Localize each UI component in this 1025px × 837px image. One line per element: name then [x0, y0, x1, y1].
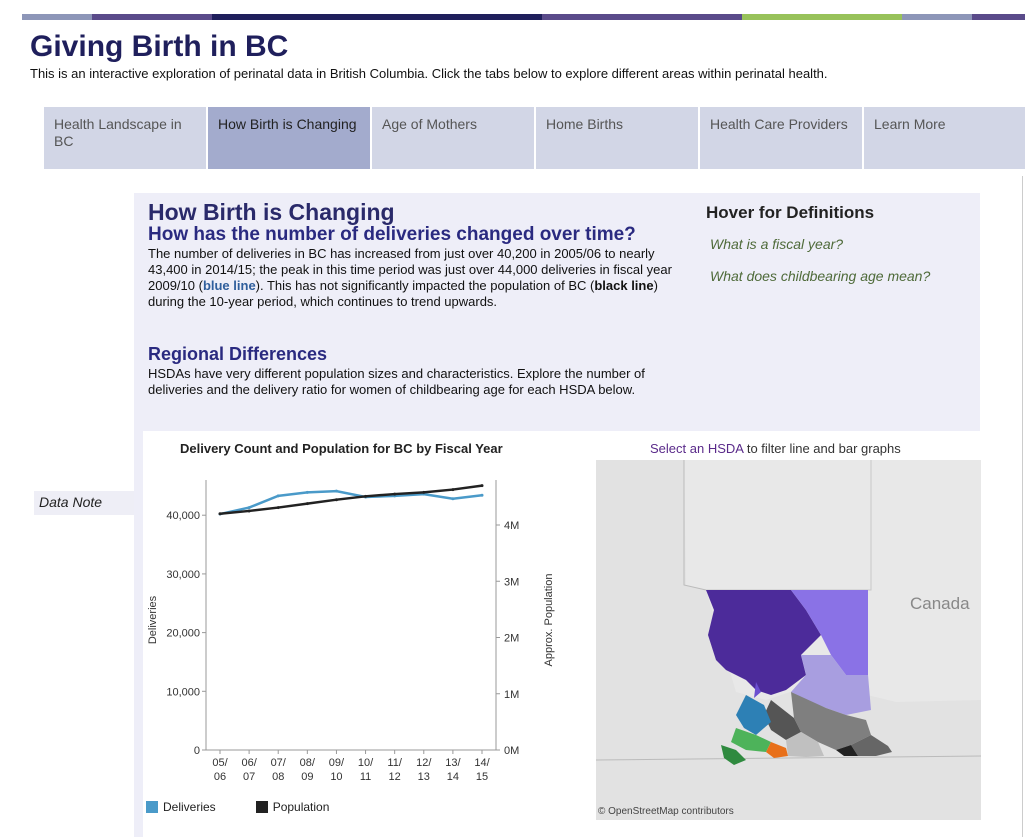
line-chart[interactable]: 0 10,000 20,000 30,000 40,000 0M 1M 2M 3M 4M 05/06… [143, 470, 583, 795]
x-tick-label-year: 15 [476, 771, 488, 783]
tab-how-birth-is-changing[interactable]: How Birth is Changing [208, 107, 370, 169]
hsda-kootenay[interactable] [851, 735, 892, 756]
y-tick-label: 40,000 [166, 510, 200, 522]
tab-health-care-providers[interactable]: Health Care Providers [700, 107, 862, 169]
x-tick-label-year: 14 [447, 771, 459, 783]
hsda-map[interactable]: Canada [596, 460, 981, 820]
hsda-north-shore[interactable] [764, 700, 801, 740]
x-tick-label: 08/ [300, 757, 316, 769]
x-tick-label: 05/ [212, 757, 228, 769]
x-tick-label: 06/ [241, 757, 257, 769]
data-note-button[interactable]: Data Note [34, 491, 134, 515]
y2-axis-title: Approx. Population [543, 574, 555, 667]
x-tick-label: 10/ [358, 757, 374, 769]
chart-title: Delivery Count and Population for BC by … [180, 441, 503, 456]
data-point-population [305, 502, 309, 506]
y2-tick-label: 1M [504, 689, 519, 701]
legend-swatch-population [255, 801, 268, 813]
hsda-northwest[interactable] [706, 590, 821, 695]
map-hint: Select an HSDA to filter line and bar gr… [650, 441, 901, 456]
hsda-central-vancouver-island[interactable] [731, 728, 771, 752]
hsda-north-vancouver-island[interactable] [736, 695, 771, 735]
hsda-okanagan[interactable] [836, 745, 858, 756]
definition-fiscal-year[interactable]: What is a fiscal year? [710, 236, 844, 252]
hsda-fraser[interactable] [766, 742, 788, 758]
section-heading: How Birth is Changing [148, 199, 395, 225]
x-tick-label-year: 11 [360, 771, 371, 783]
y2-tick-label: 4M [504, 520, 519, 532]
x-tick-label-year: 08 [272, 771, 284, 783]
blue-line-label: blue line [202, 278, 256, 293]
hsda-thompson-cariboo[interactable] [791, 692, 871, 750]
hsda-northern-interior[interactable] [791, 655, 871, 715]
y-axis-title: Deliveries [147, 595, 159, 644]
y-tick-label: 10,000 [166, 686, 200, 698]
x-tick-label: 14/ [474, 757, 490, 769]
tab-bar: Health Landscape in BC How Birth is Chan… [44, 107, 1025, 169]
data-point-population [393, 492, 397, 496]
x-tick-label: 13/ [445, 757, 461, 769]
x-tick-label-year: 09 [301, 771, 313, 783]
series-line-deliveries [219, 489, 483, 516]
x-tick-label-year: 13 [418, 771, 430, 783]
data-point-population [364, 494, 368, 498]
data-point-deliveries [247, 506, 251, 510]
hsda-northeast[interactable] [791, 590, 868, 675]
data-point-population [422, 490, 426, 494]
question-heading: How has the number of deliveries changed… [148, 224, 636, 245]
regional-paragraph: HSDAs have very different population siz… [148, 366, 645, 397]
map-attribution: © OpenStreetMap contributors [598, 806, 734, 817]
x-tick-label-year: 06 [214, 771, 226, 783]
x-tick-label-year: 12 [389, 771, 401, 783]
y2-tick-label: 0M [504, 745, 519, 757]
x-tick-label: 12/ [416, 757, 432, 769]
tab-health-landscape[interactable]: Health Landscape in BC [44, 107, 206, 169]
map-hint-link[interactable]: Select an HSDA [650, 441, 744, 456]
y2-tick-label: 3M [504, 576, 519, 588]
chart-legend: Deliveries Population [146, 800, 329, 814]
data-point-population [247, 509, 251, 513]
intro-paragraph: The number of deliveries in BC has incre… [148, 246, 672, 309]
data-point-population [451, 488, 455, 492]
data-point-deliveries [480, 493, 484, 497]
y-tick-label: 30,000 [166, 569, 200, 581]
data-point-deliveries [276, 494, 280, 498]
dashboard-left-strip [134, 431, 143, 837]
y-tick-label: 0 [194, 745, 200, 757]
data-point-population [276, 506, 280, 510]
tab-learn-more[interactable]: Learn More [864, 107, 1025, 169]
data-point-population [334, 498, 338, 502]
data-point-population [480, 484, 484, 488]
data-point-population [218, 512, 222, 516]
x-tick-label: 11/ [387, 757, 402, 769]
data-point-deliveries [334, 489, 338, 493]
definitions-title: Hover for Definitions [706, 203, 875, 222]
tab-home-births[interactable]: Home Births [536, 107, 698, 169]
tab-age-of-mothers[interactable]: Age of Mothers [372, 107, 534, 169]
bc-map-graphic [596, 460, 981, 820]
page-right-divider [1022, 176, 1023, 837]
map-country-label: Canada [910, 594, 970, 613]
legend-label-population[interactable]: Population [272, 800, 330, 814]
y-tick-label: 20,000 [166, 628, 200, 640]
hsda-fraser-east[interactable] [786, 732, 824, 757]
black-line-label: black line [594, 278, 654, 293]
intro-panel [134, 193, 980, 431]
legend-label-deliveries[interactable]: Deliveries [163, 800, 216, 814]
page-title: Giving Birth in BC [30, 30, 289, 63]
regional-heading: Regional Differences [148, 344, 328, 364]
data-point-deliveries [451, 497, 455, 501]
legend-swatch-deliveries [146, 801, 158, 813]
data-point-deliveries [305, 490, 309, 494]
page-subtitle: This is an interactive exploration of pe… [30, 66, 828, 81]
x-tick-label-year: 10 [330, 771, 342, 783]
y2-tick-label: 2M [504, 633, 519, 645]
series-line-population [219, 484, 483, 515]
definition-childbearing-age[interactable]: What does childbearing age mean? [710, 268, 931, 284]
top-color-bar [22, 14, 1025, 20]
hsda-south-vancouver-island[interactable] [721, 745, 746, 765]
x-tick-label-year: 07 [243, 771, 255, 783]
x-tick-label: 09/ [329, 757, 345, 769]
x-tick-label: 07/ [271, 757, 287, 769]
